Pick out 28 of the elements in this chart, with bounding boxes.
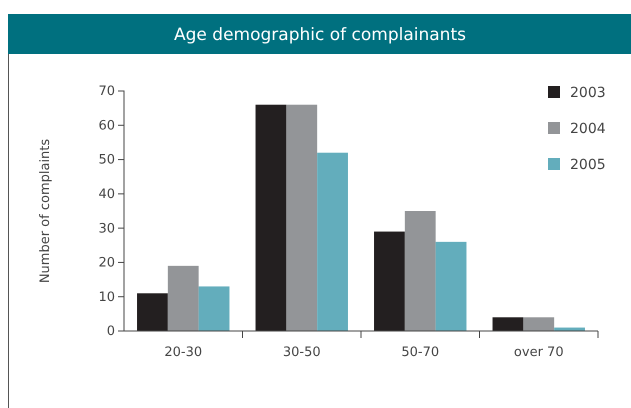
bar (436, 242, 466, 331)
y-tick-label: 50 (98, 152, 115, 168)
y-tick-label: 0 (106, 324, 115, 340)
bar (256, 104, 286, 331)
y-tick-label: 40 (98, 187, 115, 202)
x-tick-label: 20-30 (164, 345, 202, 360)
bar (317, 152, 348, 331)
bar (286, 104, 318, 331)
legend-label: 2004 (570, 121, 606, 137)
x-tick-label: 50-70 (401, 345, 440, 360)
y-tick-label: 10 (98, 290, 115, 305)
y-tick-label: 30 (98, 221, 115, 236)
x-tick-label: over 70 (514, 345, 564, 360)
y-axis-title: Number of complaints (38, 138, 53, 284)
x-tick-label: 30-50 (282, 345, 321, 360)
bar (198, 286, 230, 331)
chart-title: Age demographic of complainants (174, 25, 466, 45)
bar (374, 232, 405, 331)
bar (137, 293, 168, 331)
bar (492, 317, 524, 331)
y-tick-label: 20 (98, 256, 115, 271)
legend-label: 2003 (570, 85, 606, 101)
bar (404, 211, 436, 331)
y-tick-label: 60 (98, 118, 115, 134)
legend-label: 2005 (570, 157, 606, 173)
bar (523, 317, 554, 331)
y-tick-label: 70 (98, 84, 115, 100)
bar (168, 266, 199, 331)
